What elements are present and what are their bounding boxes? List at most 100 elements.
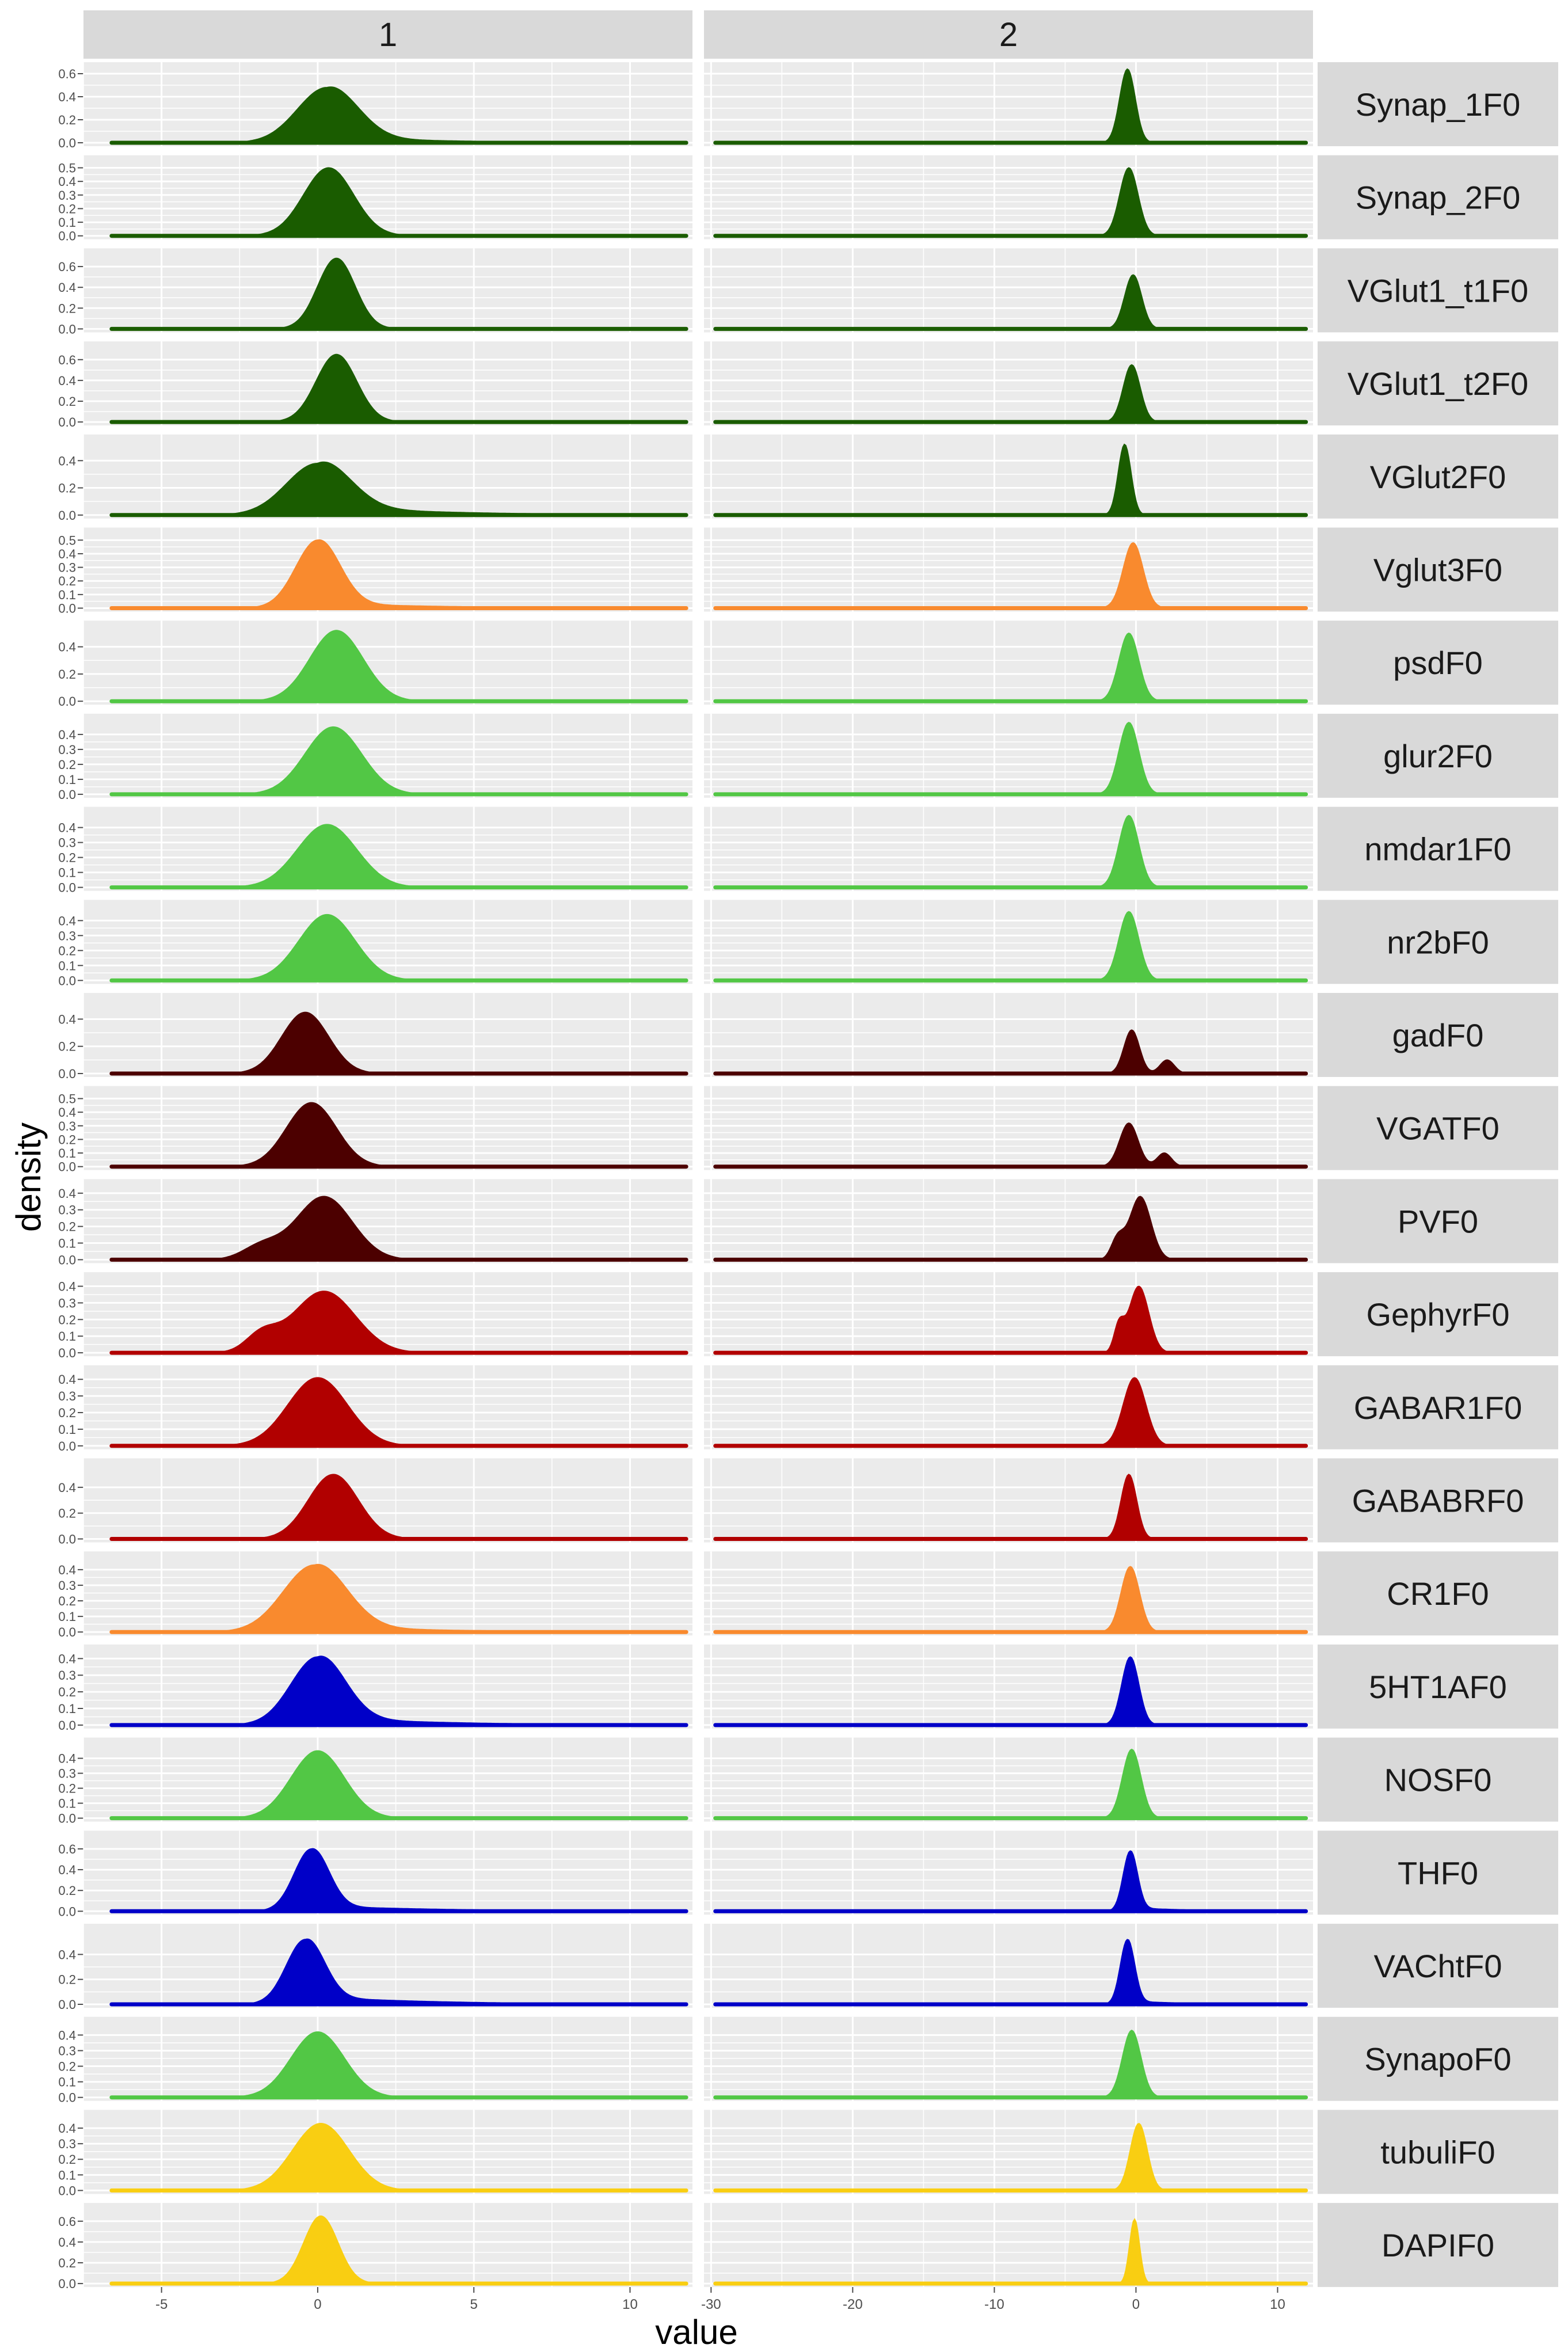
y-tick-label: 0.0	[58, 1904, 76, 1919]
y-tick-label: 0.4	[58, 2028, 76, 2042]
y-tick-label: 0.1	[58, 215, 76, 230]
y-tick-label: 0.2	[58, 481, 76, 496]
row-strip-label: psdF0	[1393, 645, 1483, 681]
panel-background	[83, 1644, 692, 1729]
y-tick-label: 0.1	[58, 1146, 76, 1160]
y-tick-label: 0.4	[58, 640, 76, 654]
y-tick-label: 0.6	[58, 260, 76, 274]
row-strip-label: VGATF0	[1376, 1110, 1500, 1147]
panel-background	[704, 1086, 1313, 1170]
y-tick-label: 0.4	[58, 1372, 76, 1387]
y-tick-label: 0.4	[58, 374, 76, 388]
y-tick-label: 0.0	[58, 1997, 76, 2012]
row-strip	[1318, 341, 1558, 426]
y-tick-label: 0.3	[58, 1389, 76, 1403]
panel-background	[83, 900, 692, 984]
y-tick-label: 0.1	[58, 772, 76, 787]
y-tick-label: 0.2	[58, 758, 76, 772]
y-tick-label: 0.4	[58, 454, 76, 468]
facet-panels: 1 2Synap_1F00.00.20.40.6Synap_2F00.00.10.…	[58, 10, 1558, 2312]
y-tick-label: 0.0	[58, 973, 76, 988]
x-tick-label: -5	[155, 2297, 168, 2312]
row-strip	[1318, 806, 1558, 891]
y-tick-label: 0.0	[58, 1160, 76, 1174]
column-strip-label: 2	[999, 16, 1018, 54]
y-tick-label: 0.2	[58, 2060, 76, 2074]
row-strip	[1318, 1086, 1558, 1170]
y-tick-label: 0.4	[58, 1752, 76, 1766]
row-strip	[1318, 993, 1558, 1077]
y-tick-label: 0.0	[58, 1346, 76, 1360]
y-tick-label: 0.1	[58, 1422, 76, 1437]
row-strip-label: GABAR1F0	[1354, 1390, 1523, 1426]
row-strip	[1318, 2016, 1558, 2101]
y-tick-label: 0.0	[58, 2091, 76, 2105]
y-tick-label: 0.0	[58, 787, 76, 802]
panel-background	[83, 1830, 692, 1915]
row-strip-label: Synap_1F0	[1356, 86, 1520, 123]
panel-background	[704, 1365, 1313, 1449]
panel-background	[704, 2203, 1313, 2288]
x-tick-label: 10	[622, 2297, 638, 2312]
y-tick-label: 0.0	[58, 1625, 76, 1639]
panel-background	[83, 62, 692, 146]
y-tick-label: 0.2	[58, 667, 76, 682]
y-tick-label: 0.0	[58, 602, 76, 616]
y-tick-label: 0.0	[58, 415, 76, 429]
row-strip-label: VGlut1_t1F0	[1348, 272, 1528, 309]
y-tick-label: 0.2	[58, 574, 76, 588]
y-tick-label: 0.3	[58, 1767, 76, 1781]
panel-background	[83, 2203, 692, 2288]
panel-background	[704, 900, 1313, 984]
y-tick-label: 0.4	[58, 1947, 76, 1962]
y-tick-label: 0.6	[58, 2214, 76, 2229]
panel-background	[704, 993, 1313, 1077]
x-tick-label: 5	[470, 2297, 478, 2312]
panel-background	[704, 248, 1313, 333]
x-tick-label: -10	[984, 2297, 1004, 2312]
row-strip-label: VGlut2F0	[1370, 459, 1506, 495]
row-strip	[1318, 1551, 1558, 1636]
y-tick-label: 0.4	[58, 1280, 76, 1294]
row-strip-label: nr2bF0	[1387, 924, 1489, 960]
row-strip	[1318, 713, 1558, 798]
y-tick-label: 0.4	[58, 1651, 76, 1666]
row-strip-label: GABABRF0	[1352, 1483, 1524, 1519]
y-tick-label: 0.3	[58, 1119, 76, 1133]
y-tick-label: 0.4	[58, 2121, 76, 2136]
row-strip	[1318, 1737, 1558, 1822]
y-tick-label: 0.1	[58, 2075, 76, 2090]
y-tick-label: 0.6	[58, 353, 76, 367]
y-tick-label: 0.4	[58, 728, 76, 742]
panel-background	[83, 341, 692, 426]
y-tick-label: 0.1	[58, 1329, 76, 1344]
panel-background	[704, 434, 1313, 519]
row-strip	[1318, 1924, 1558, 2008]
y-tick-label: 0.2	[58, 1685, 76, 1699]
y-axis-label: density	[9, 1122, 48, 1232]
y-tick-label: 0.5	[58, 161, 76, 176]
y-tick-label: 0.0	[58, 694, 76, 709]
y-tick-label: 0.0	[58, 1067, 76, 1081]
y-tick-label: 0.5	[58, 533, 76, 547]
row-strip-label: GephyrF0	[1367, 1296, 1510, 1333]
panel-background	[704, 527, 1313, 612]
y-tick-label: 0.3	[58, 188, 76, 203]
y-tick-label: 0.0	[58, 1718, 76, 1733]
y-tick-label: 0.4	[58, 90, 76, 104]
row-strip	[1318, 2110, 1558, 2194]
y-tick-label: 0.1	[58, 1797, 76, 1811]
panel-background	[704, 1272, 1313, 1357]
y-tick-label: 0.3	[58, 2043, 76, 2058]
row-strip-label: Vglut3F0	[1373, 552, 1502, 588]
row-strip-label: glur2F0	[1383, 738, 1493, 774]
panel-background	[83, 1272, 692, 1357]
y-tick-label: 0.2	[58, 943, 76, 958]
x-tick-label: -30	[701, 2297, 721, 2312]
y-tick-label: 0.3	[58, 561, 76, 575]
panel-background	[83, 1365, 692, 1449]
row-strip	[1318, 2203, 1558, 2288]
y-tick-label: 0.4	[58, 2235, 76, 2250]
y-tick-label: 0.0	[58, 136, 76, 150]
